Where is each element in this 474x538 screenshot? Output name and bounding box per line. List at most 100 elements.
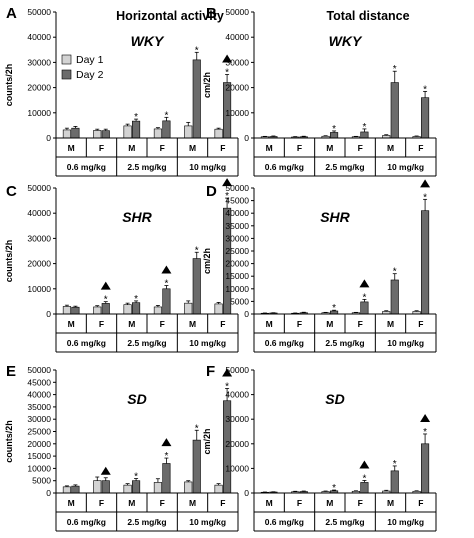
chart-panel-a: A WKY 0 10000 20000 30000 40000 50000 counts/2h *… xyxy=(4,5,239,177)
y-tick-label: 30000 xyxy=(225,57,249,67)
bar-day1 xyxy=(214,303,223,315)
y-tick-label: 20000 xyxy=(27,83,51,93)
x-group-label-dose: 2.5 mg/kg xyxy=(325,517,364,527)
x-tick-label-sex: M xyxy=(266,319,273,329)
x-tick-label-sex: F xyxy=(358,143,363,153)
y-tick-label: 40000 xyxy=(27,390,51,400)
x-group-label-dose: 10 mg/kg xyxy=(189,338,226,348)
bar-day1 xyxy=(214,128,223,139)
legend-swatch-day1 xyxy=(61,54,72,65)
y-tick-label: 30000 xyxy=(225,414,249,424)
y-tick-label: 15000 xyxy=(27,451,51,461)
legend-label-day2: Day 2 xyxy=(76,69,104,81)
y-tick-label: 0 xyxy=(46,488,51,498)
y-axis-label: cm/2h xyxy=(202,248,212,274)
significance-star: * xyxy=(362,292,366,303)
bar-day2 xyxy=(71,306,80,315)
significance-star: * xyxy=(393,267,397,278)
x-tick-label-sex: F xyxy=(297,498,302,508)
y-tick-label: 40000 xyxy=(27,208,51,218)
x-tick-label-sex: M xyxy=(387,498,394,508)
y-tick-label: 40000 xyxy=(27,32,51,42)
x-tick-label-sex: M xyxy=(189,498,196,508)
y-tick-label: 35000 xyxy=(27,402,51,412)
y-tick-label: 40000 xyxy=(225,390,249,400)
significance-triangle xyxy=(222,178,233,187)
y-tick-label: 25000 xyxy=(27,427,51,437)
y-tick-label: 20000 xyxy=(27,439,51,449)
x-tick-label-sex: M xyxy=(266,143,273,153)
bar-day1 xyxy=(93,130,102,139)
bar-day2 xyxy=(132,480,141,494)
x-tick-label-sex: M xyxy=(189,319,196,329)
y-tick-label: 15000 xyxy=(225,271,249,281)
x-tick-label-sex: M xyxy=(68,319,75,329)
y-tick-label: 20000 xyxy=(225,439,249,449)
bar-day1 xyxy=(62,129,71,139)
panel-letter: E xyxy=(6,363,16,380)
significance-star: * xyxy=(393,459,397,470)
panel-letter: D xyxy=(206,183,217,200)
x-tick-label-sex: M xyxy=(128,143,135,153)
significance-star: * xyxy=(332,303,336,314)
x-tick-label-sex: M xyxy=(387,319,394,329)
significance-triangle xyxy=(359,460,370,469)
x-tick-label-sex: M xyxy=(128,319,135,329)
x-group-label-dose: 10 mg/kg xyxy=(387,162,424,172)
bar-day2 xyxy=(390,82,399,139)
bar-day2 xyxy=(162,120,171,139)
x-tick-label-sex: M xyxy=(387,143,394,153)
y-axis-label: counts/2h xyxy=(4,420,14,463)
x-tick-label-sex: M xyxy=(68,498,75,508)
chart-title: SHR xyxy=(122,209,152,225)
y-tick-label: 25000 xyxy=(225,246,249,256)
bar-day1 xyxy=(184,481,193,494)
y-tick-label: 30000 xyxy=(27,57,51,67)
x-group-label-dose: 2.5 mg/kg xyxy=(325,338,364,348)
y-tick-label: 0 xyxy=(46,133,51,143)
significance-triangle xyxy=(420,179,431,188)
x-tick-label-sex: F xyxy=(297,143,302,153)
x-tick-label-sex: M xyxy=(326,498,333,508)
x-tick-label-sex: F xyxy=(358,498,363,508)
x-group-label-dose: 0.6 mg/kg xyxy=(67,338,106,348)
bar-day1 xyxy=(184,302,193,315)
y-tick-label: 30000 xyxy=(225,233,249,243)
y-tick-label: 0 xyxy=(244,133,249,143)
chart-title: SD xyxy=(127,391,146,407)
legend: Day 1 Day 2 xyxy=(61,54,104,81)
y-tick-label: 10000 xyxy=(27,463,51,473)
significance-star: * xyxy=(225,67,229,78)
chart-panel-d: D SHR 0 5000 10000 15000 20000 25000 30000 35000 4… xyxy=(202,179,437,353)
y-axis-label: counts/2h xyxy=(4,64,14,107)
y-tick-label: 45000 xyxy=(225,196,249,206)
bar-day1 xyxy=(123,484,132,494)
y-tick-label: 20000 xyxy=(27,259,51,269)
bar-day2 xyxy=(360,301,369,315)
significance-star: * xyxy=(134,471,138,482)
x-group-label-dose: 0.6 mg/kg xyxy=(265,517,304,527)
column-title-horizontal-activity: Horizontal activity xyxy=(116,9,224,23)
x-group-label-dose: 2.5 mg/kg xyxy=(127,162,166,172)
bar-day2 xyxy=(421,210,430,315)
chart-title: WKY xyxy=(329,33,363,49)
y-axis-label: counts/2h xyxy=(4,240,14,283)
y-tick-label: 45000 xyxy=(27,377,51,387)
significance-star: * xyxy=(332,483,336,494)
significance-star: * xyxy=(164,110,168,121)
bar-day2 xyxy=(71,127,80,139)
panel-letter: F xyxy=(206,363,215,380)
significance-star: * xyxy=(423,84,427,95)
chart-panel-f: F SD 0 10000 20000 30000 40000 50000 cm/2h * * * * M F… xyxy=(202,363,437,532)
x-group-label-dose: 2.5 mg/kg xyxy=(127,338,166,348)
x-tick-label-sex: F xyxy=(220,498,225,508)
x-tick-label-sex: M xyxy=(189,143,196,153)
bar-day1 xyxy=(153,482,162,494)
bar-day1 xyxy=(93,480,102,494)
x-tick-label-sex: F xyxy=(297,319,302,329)
bar-day2 xyxy=(421,443,430,494)
x-tick-label-sex: M xyxy=(266,498,273,508)
chart-title: SD xyxy=(325,391,344,407)
significance-triangle xyxy=(222,54,233,63)
x-tick-label-sex: F xyxy=(160,143,165,153)
